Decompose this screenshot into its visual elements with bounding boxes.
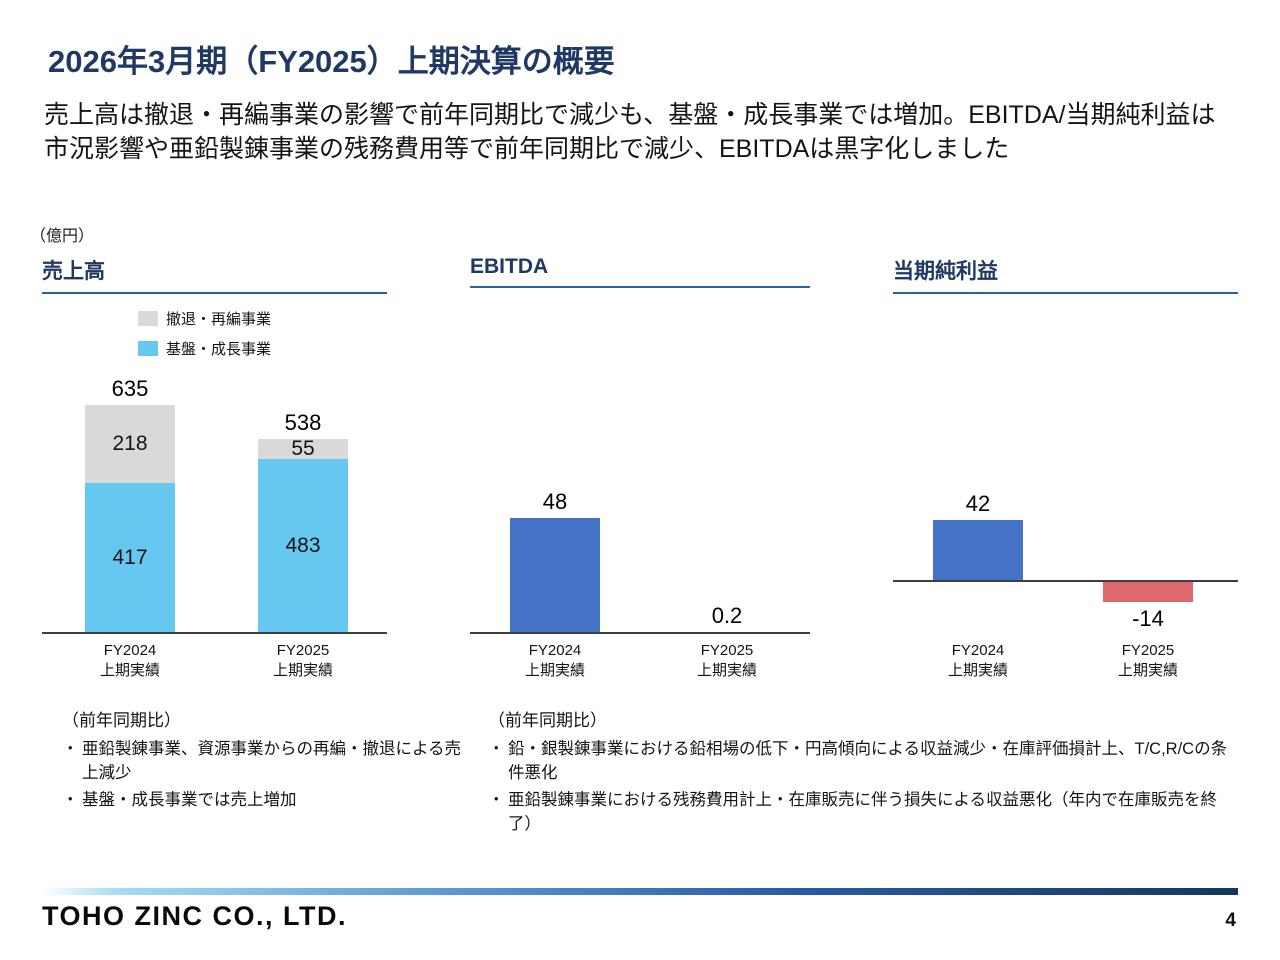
sales-total-label-fy2024: 635 <box>111 376 149 401</box>
ebitda-value-label-fy2025: 0.2 <box>711 603 743 628</box>
ebitda-category-label-fy2024: FY2024 上期実績 <box>485 641 625 680</box>
net-income-category-label-fy2024: FY2024 上期実績 <box>908 641 1048 680</box>
note-bullet-item: ・ 亜鉛製錬事業、資源事業からの再編・撤退による売上減少 <box>62 738 467 786</box>
footer-gradient-bar <box>42 888 1238 895</box>
category-line2: 上期実績 <box>272 661 333 679</box>
category-line1: FY2024 <box>103 642 157 659</box>
ebitda-plot-area: 48 0.2 <box>470 300 810 634</box>
note-bullet-item: ・ 基盤・成長事業では売上増加 <box>62 789 467 813</box>
category-line2: 上期実績 <box>947 661 1008 679</box>
bullet-marker: ・ <box>488 740 505 758</box>
legend-swatch-exited <box>138 311 158 326</box>
category-line1: FY2024 <box>951 642 1005 659</box>
chart-title-ebitda: EBITDA <box>470 255 810 288</box>
bar-segment-core-growth-fy2025: 483 <box>258 459 348 632</box>
chart-title-net-income: 当期純利益 <box>893 255 1238 294</box>
note-heading: （前年同期比） <box>488 711 607 730</box>
net-income-value-label-fy2025: -14 <box>1132 606 1164 631</box>
unit-label: （億円） <box>30 228 95 245</box>
bar-segment-exited-fy2025: 55 <box>258 437 348 460</box>
ebitda-value-label-fy2024: 48 <box>542 489 568 514</box>
category-line1: FY2025 <box>276 642 330 659</box>
net-income-plot-area: 42 -14 <box>893 300 1238 632</box>
page-number: 4 <box>1225 910 1236 931</box>
note-sales-yoy: （前年同期比） ・ 亜鉛製錬事業、資源事業からの再編・撤退による売上減少 ・ 基… <box>62 706 467 816</box>
sales-total-label-fy2025: 538 <box>284 410 322 435</box>
sales-bar-fy2025: 538 55 483 <box>258 410 348 632</box>
sales-bar-fy2024: 635 218 417 <box>85 376 175 632</box>
ebitda-bar-fy2025: 0.2 <box>682 603 772 632</box>
slide-title: 2026年3月期（FY2025）上期決算の概要 <box>48 44 615 79</box>
net-income-bar-fill-fy2024 <box>933 520 1023 580</box>
net-income-bar-fy2024: 42 <box>933 491 1023 580</box>
note-text: 鉛・銀製錬事業における鉛相場の低下・円高傾向による収益減少・在庫評価損計上、T/… <box>508 740 1228 782</box>
bar-segment-core-growth-fy2024: 417 <box>85 483 175 632</box>
company-logo: TOHO ZINC CO., LTD. <box>42 901 347 931</box>
net-income-category-label-fy2025: FY2025 上期実績 <box>1078 641 1218 680</box>
category-line2: 上期実績 <box>99 661 160 679</box>
bullet-marker: ・ <box>62 740 79 758</box>
bar-segment-exited-fy2024: 218 <box>85 405 175 483</box>
note-text: 基盤・成長事業では売上増加 <box>82 790 297 809</box>
chart-section-ebitda: EBITDA 48 0.2 FY2024 上期実績 FY2025 上期実績 <box>470 255 810 685</box>
legend-swatch-core-growth <box>138 341 158 356</box>
ebitda-bar-fill-fy2024 <box>510 518 600 632</box>
net-income-bar-fill-fy2025 <box>1103 582 1193 602</box>
legend-label-core-growth: 基盤・成長事業 <box>166 341 272 358</box>
sales-plot-area: 撤退・再編事業 基盤・成長事業 635 218 417 538 55 483 <box>42 300 387 634</box>
chart-section-sales: 売上高 撤退・再編事業 基盤・成長事業 635 218 417 538 55 <box>42 255 387 685</box>
x-axis-line <box>893 580 1238 582</box>
category-line1: FY2025 <box>1121 642 1175 659</box>
category-line2: 上期実績 <box>696 661 757 679</box>
chart-section-net-income: 当期純利益 42 -14 FY2024 上期実績 FY2025 上期実績 <box>893 255 1238 685</box>
bullet-marker: ・ <box>488 790 505 809</box>
ebitda-bar-fy2024: 48 <box>510 489 600 632</box>
net-income-bar-fy2025: -14 <box>1103 582 1193 632</box>
bullet-marker: ・ <box>62 790 79 809</box>
sales-category-label-fy2024: FY2024 上期実績 <box>60 641 200 680</box>
sales-category-label-fy2025: FY2025 上期実績 <box>233 641 373 680</box>
category-line1: FY2024 <box>528 642 582 659</box>
note-bullet-item: ・ 鉛・銀製錬事業における鉛相場の低下・円高傾向による収益減少・在庫評価損計上、… <box>488 738 1236 786</box>
note-text: 亜鉛製錬事業における残務費用計上・在庫販売に伴う損失による収益悪化（年内で在庫販… <box>508 790 1218 833</box>
legend-item-exited-businesses: 撤退・再編事業 <box>138 308 271 329</box>
category-line1: FY2025 <box>700 642 754 659</box>
lead-paragraph: 売上高は撤退・再編事業の影響で前年同期比で減少も、基盤・成長事業では増加。EBI… <box>44 101 1216 163</box>
note-ebitda-net-income-yoy: （前年同期比） ・ 鉛・銀製錬事業における鉛相場の低下・円高傾向による収益減少・… <box>488 706 1236 840</box>
category-line2: 上期実績 <box>1117 661 1178 679</box>
note-bullet-item: ・ 亜鉛製錬事業における残務費用計上・在庫販売に伴う損失による収益悪化（年内で在… <box>488 789 1236 837</box>
chart-legend: 撤退・再編事業 基盤・成長事業 <box>138 308 271 359</box>
note-heading: （前年同期比） <box>62 711 181 730</box>
chart-title-sales: 売上高 <box>42 255 387 294</box>
legend-label-exited: 撤退・再編事業 <box>166 311 272 328</box>
category-line2: 上期実績 <box>524 661 585 679</box>
legend-item-core-growth: 基盤・成長事業 <box>138 338 271 359</box>
net-income-value-label-fy2024: 42 <box>965 491 991 516</box>
note-text: 亜鉛製錬事業、資源事業からの再編・撤退による売上減少 <box>82 740 462 782</box>
ebitda-category-label-fy2025: FY2025 上期実績 <box>657 641 797 680</box>
